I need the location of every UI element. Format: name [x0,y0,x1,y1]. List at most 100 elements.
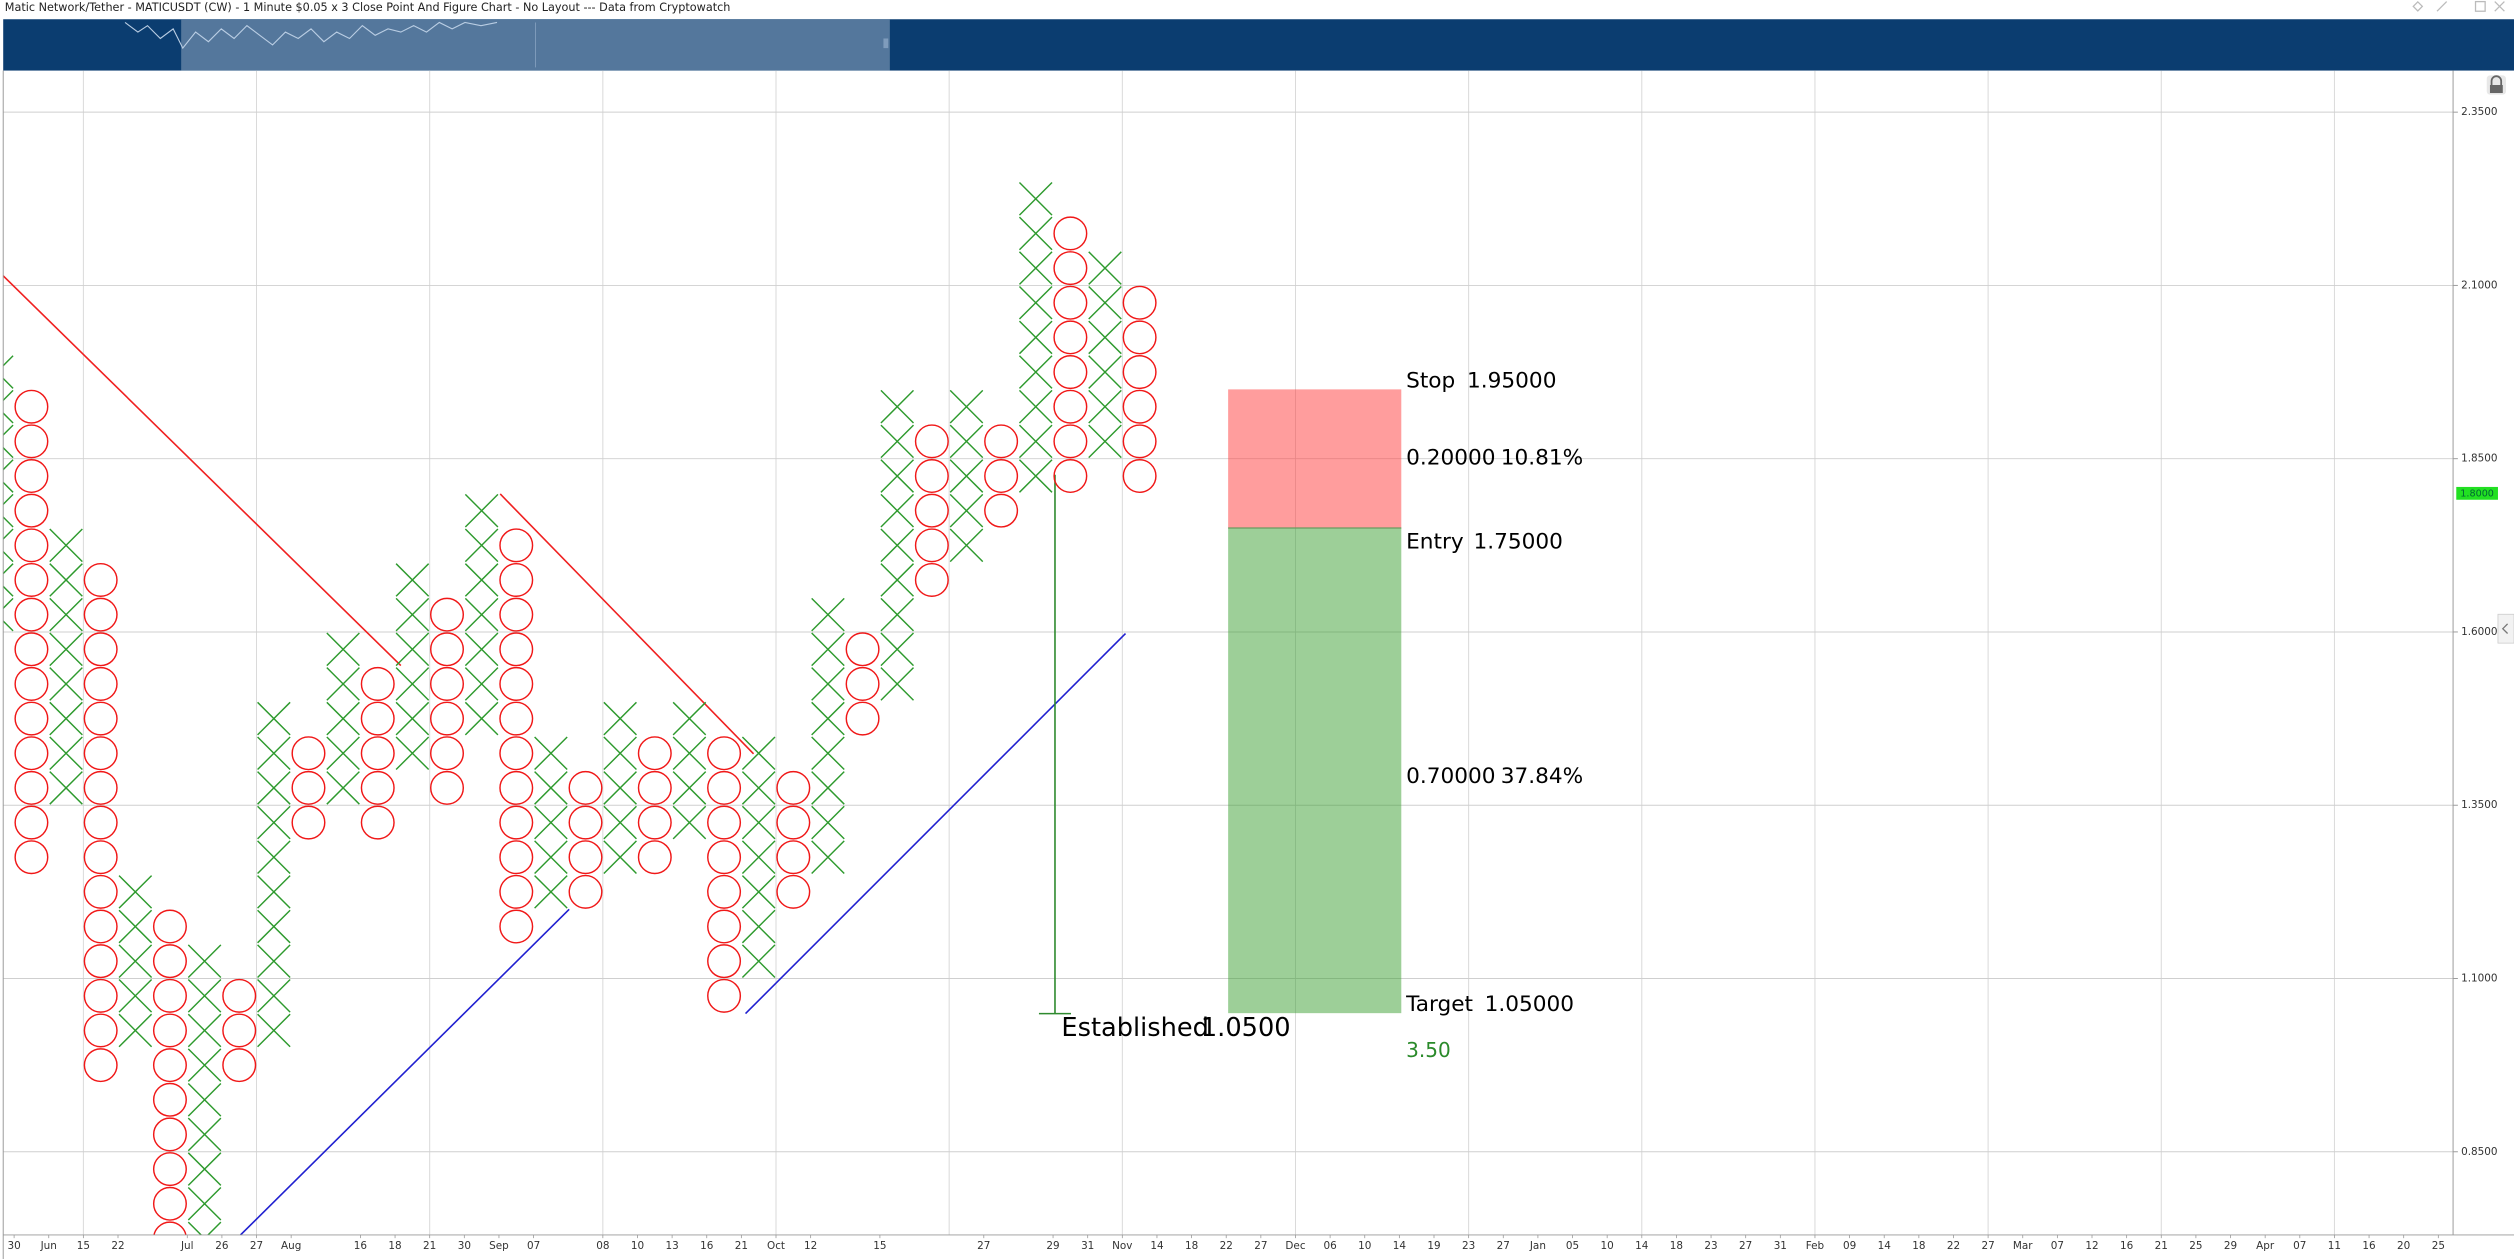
x-tick-label: 25 [2189,1240,2202,1252]
entry-value: 1.75000 [1473,529,1562,554]
x-box [257,736,291,771]
x-box [3,563,14,597]
x-column [534,736,568,909]
x-box [187,1082,222,1117]
x-tick-label: 16 [700,1240,713,1252]
o-box [499,632,534,667]
x-box [3,355,14,389]
x-tick-label: 30 [7,1240,20,1252]
x-box [534,771,568,805]
x-box [395,597,430,632]
x-box [464,528,499,563]
x-tick-label: 13 [665,1240,678,1252]
o-box [1053,355,1088,390]
x-box [603,840,637,875]
x-tick-label: 06 [1323,1240,1336,1252]
x-box [741,944,776,978]
o-box [152,1152,187,1187]
x-box [880,424,915,459]
x-box [3,528,14,563]
x-tick-label: 26 [215,1240,228,1252]
o-box [707,736,742,771]
x-tick-label: 15 [77,1240,90,1252]
o-box [845,701,880,736]
o-box [153,1221,187,1235]
x-tick-label: 21 [423,1240,436,1252]
o-box [83,874,118,909]
x-tick-label: 18 [1185,1240,1198,1252]
entry-label: Entry [1406,529,1464,554]
x-tick-label: 09 [1843,1240,1856,1252]
o-box [152,1117,187,1152]
o-column [222,978,257,1083]
o-box [14,389,49,424]
x-tick-label: 11 [2328,1240,2341,1252]
x-tick-label: 14 [1393,1240,1407,1252]
x-box [49,771,83,805]
x-box [257,805,291,840]
o-box [83,944,118,979]
o-box [707,874,742,909]
x-box [118,1013,153,1048]
x-tick-label: 18 [1670,1240,1683,1252]
y-tick-label: 1.8500 [2461,453,2497,465]
x-tick-label: 27 [1981,1240,1994,1252]
x-column [118,875,153,1048]
x-box [257,979,291,1013]
o-box [1122,459,1157,494]
x-box [326,667,360,701]
o-column [984,424,1019,528]
x-column [187,944,222,1235]
o-box [707,805,742,840]
x-box [603,701,637,736]
x-box [118,944,153,978]
x-box [257,771,291,805]
o-box [637,805,672,840]
o-box [14,597,49,632]
x-tick-label: Apr [2256,1240,2275,1252]
x-tick-label: 16 [2120,1240,2133,1252]
x-box [880,389,915,424]
o-box [152,1186,187,1221]
x-box [949,493,984,528]
o-box [83,632,118,667]
o-column [1053,216,1088,494]
collapse-icon[interactable] [2497,613,2514,644]
x-box [741,736,776,771]
established-value: 1.0500 [1201,1013,1291,1043]
x-box [257,875,291,909]
o-column [291,736,326,840]
x-box [1018,459,1053,493]
o-box [776,874,811,909]
x-tick-label: Jan [1529,1240,1546,1252]
x-box [257,840,291,875]
o-box [1053,389,1088,424]
window-icons [2412,0,2505,12]
x-box [326,736,360,771]
o-column [499,528,534,944]
x-tick-label: 29 [1046,1240,1059,1252]
x-tick-label: 10 [1358,1240,1371,1252]
x-box [880,597,915,632]
o-box [291,770,326,805]
x-box [603,771,637,805]
x-box [49,632,83,667]
x-box [257,701,291,736]
x-box [1088,285,1122,320]
x-box [118,875,153,909]
x-column [811,597,845,875]
y-tick-label: 2.1000 [2461,279,2497,291]
x-tick-label: Sep [489,1240,509,1252]
o-column [845,632,880,736]
x-column [326,632,360,805]
x-box [741,875,776,909]
x-column [3,355,14,632]
x-tick-label: 30 [458,1240,471,1252]
o-box [222,978,257,1013]
x-tick-label: 20 [2397,1240,2410,1252]
x-tick-label: 23 [1704,1240,1717,1252]
x-box [672,736,707,771]
target-value: 1.05000 [1485,992,1574,1017]
o-box [1053,424,1088,459]
o-box [152,1013,187,1048]
